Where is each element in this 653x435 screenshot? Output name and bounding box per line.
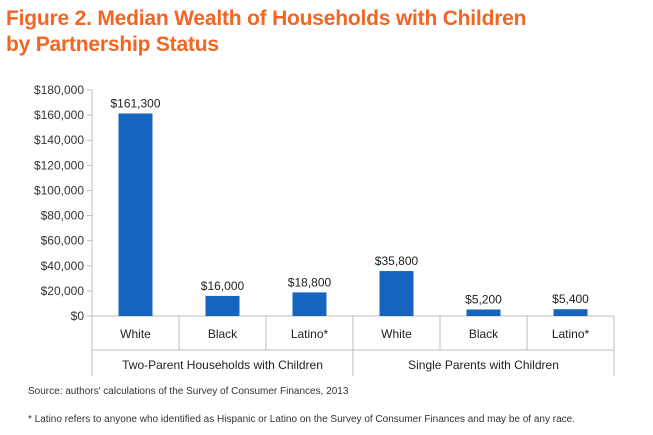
bar — [118, 113, 153, 317]
group-label: Two-Parent Households with Children — [122, 358, 323, 372]
category-label: White — [120, 327, 151, 341]
bar-chart: $0 $20,000 $40,000 $60,000 $80,000 $100,000 $1… — [34, 83, 615, 376]
data-label: $5,400 — [552, 292, 589, 306]
data-label: $5,200 — [465, 292, 502, 306]
y-tick-label: $40,000 — [41, 259, 85, 273]
y-tick-label: $100,000 — [34, 183, 84, 197]
chart-title-line-2: by Partnership Status — [6, 33, 219, 56]
footnote: * Latino refers to anyone who identified… — [28, 414, 575, 425]
y-tick-label: $120,000 — [34, 158, 84, 172]
chart-title-line-1: Figure 2. Median Wealth of Households wi… — [6, 7, 527, 30]
chart-title: Figure 2. Median Wealth of Households wi… — [6, 6, 526, 58]
bar — [292, 292, 327, 316]
category-label: Black — [208, 327, 238, 341]
group-label: Single Parents with Children — [408, 358, 559, 372]
category-label: Latino* — [552, 327, 590, 341]
y-tick-label: $140,000 — [34, 133, 84, 147]
bar — [205, 295, 240, 316]
category-label: White — [381, 327, 412, 341]
category-label: Latino* — [291, 327, 329, 341]
bar — [379, 271, 414, 316]
bar — [466, 309, 501, 316]
data-label: $16,000 — [201, 279, 245, 293]
bar — [553, 309, 588, 316]
y-tick-label: $60,000 — [41, 234, 85, 248]
y-tick-label: $20,000 — [41, 284, 85, 298]
category-label: Black — [469, 327, 499, 341]
y-tick-label: $0 — [71, 309, 85, 323]
data-label: $18,800 — [288, 275, 332, 289]
y-tick-label: $160,000 — [34, 108, 84, 122]
data-label: $161,300 — [110, 96, 160, 110]
data-label: $35,800 — [375, 254, 419, 268]
y-tick-label: $80,000 — [41, 209, 85, 223]
y-tick-label: $180,000 — [34, 83, 84, 97]
source-note: Source: authors' calculations of the Sur… — [28, 386, 349, 397]
